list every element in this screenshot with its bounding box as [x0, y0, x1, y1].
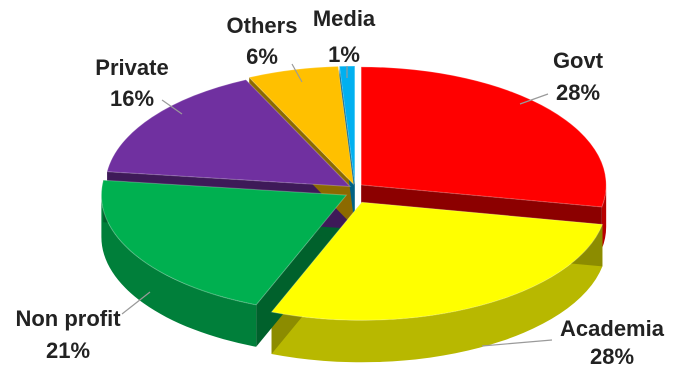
slice-label-media: Media: [313, 6, 376, 31]
slice-label-govt: Govt: [553, 48, 604, 73]
slice-pct-non-profit: 21%: [46, 338, 90, 363]
slice-pct-academia: 28%: [590, 344, 634, 369]
leader-line-others: [291, 63, 303, 83]
pie-side-non-profit: [101, 195, 257, 347]
leader-line-private: [161, 99, 183, 115]
pie-slice-others: [248, 65, 355, 186]
slice-pct-govt: 28%: [556, 80, 600, 105]
slice-label-private: Private: [95, 55, 168, 80]
slice-pct-others: 6%: [246, 44, 278, 69]
slice-label-academia: Academia: [560, 316, 665, 341]
leader-line-academia: [481, 339, 553, 347]
pie-slice-academia: [270, 201, 604, 321]
leader-line-govt: [519, 93, 549, 105]
pie-slice-private: [106, 79, 352, 188]
slice-label-non-profit: Non profit: [15, 306, 121, 331]
pie-slice-non-profit: [100, 179, 348, 306]
slice-label-others: Others: [227, 13, 298, 38]
pie-side-govt: [601, 184, 607, 250]
slice-pct-media: 1%: [328, 42, 360, 67]
pie-slice-govt: [360, 66, 607, 208]
slice-pct-private: 16%: [110, 86, 154, 111]
pie-slices: [100, 65, 607, 321]
pie-labels: Govt 28% Academia 28% Non profit 21% Private 16…: [15, 6, 664, 369]
leader-line-non-profit: [121, 291, 151, 315]
pie-side-academia: [271, 224, 603, 363]
